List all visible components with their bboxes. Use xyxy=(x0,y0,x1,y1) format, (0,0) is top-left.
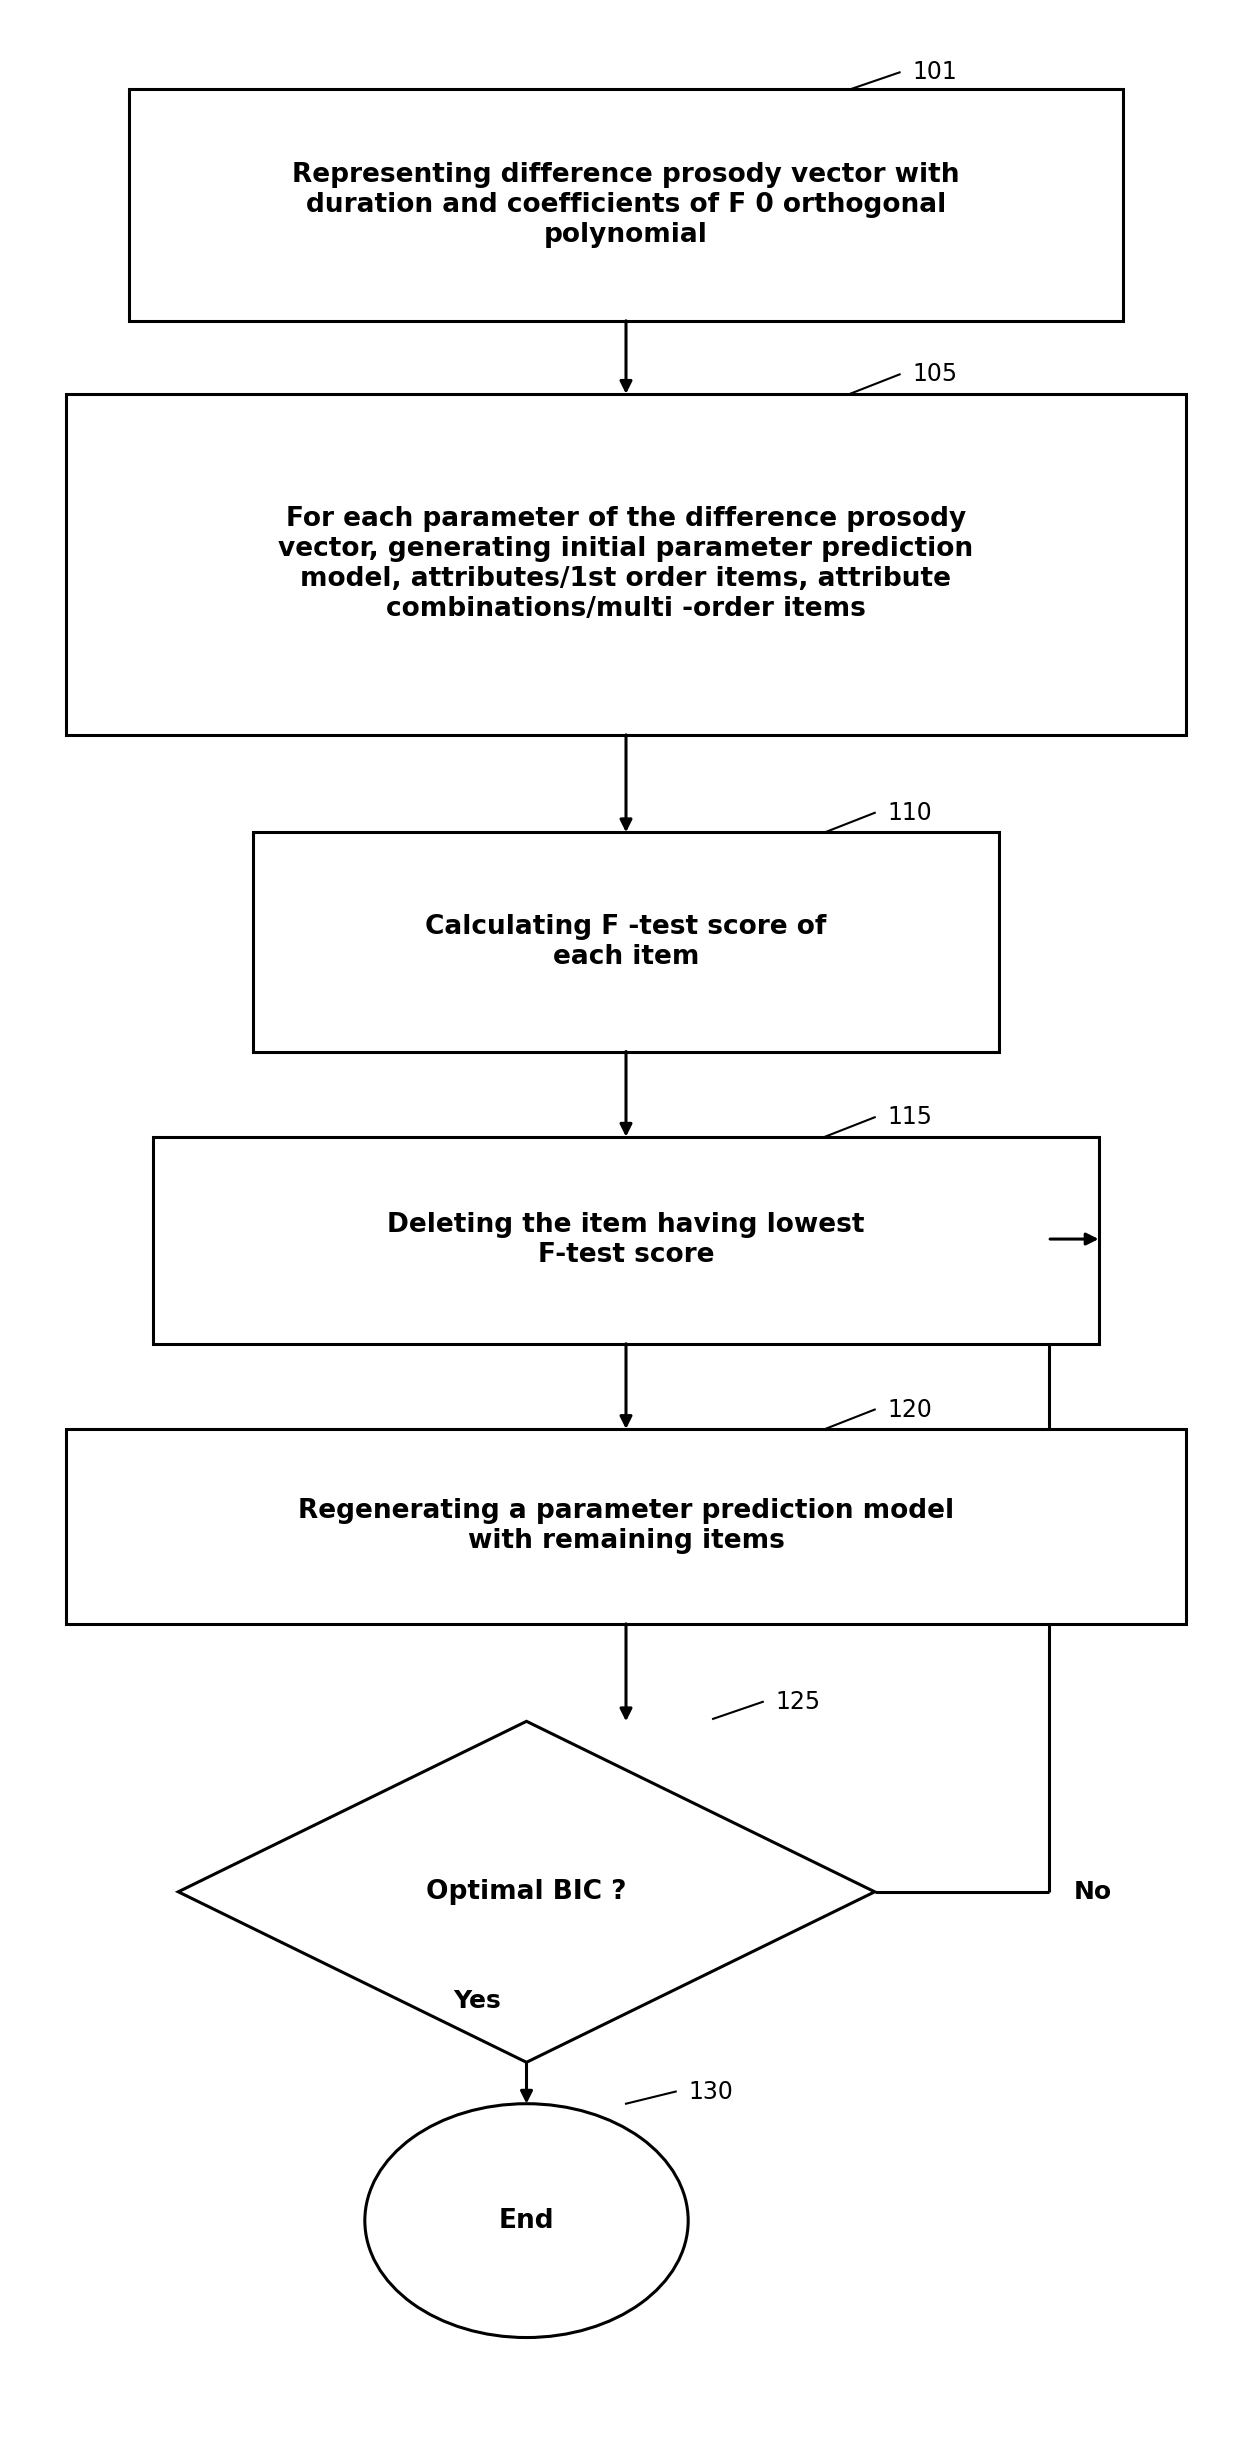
Text: Deleting the item having lowest
F-test score: Deleting the item having lowest F-test s… xyxy=(387,1212,865,1268)
FancyBboxPatch shape xyxy=(154,1136,1098,1344)
Text: End: End xyxy=(498,2207,555,2234)
FancyBboxPatch shape xyxy=(66,393,1186,736)
Polygon shape xyxy=(178,1721,875,2063)
Text: 115: 115 xyxy=(888,1105,933,1129)
FancyBboxPatch shape xyxy=(129,90,1123,320)
FancyBboxPatch shape xyxy=(253,833,999,1051)
Text: 110: 110 xyxy=(888,802,931,824)
Text: 125: 125 xyxy=(775,1689,820,1713)
Text: Yes: Yes xyxy=(453,1989,501,2014)
Ellipse shape xyxy=(364,2104,689,2336)
Text: 130: 130 xyxy=(689,2080,734,2104)
FancyBboxPatch shape xyxy=(66,1430,1186,1623)
Text: For each parameter of the difference prosody
vector, generating initial paramete: For each parameter of the difference pro… xyxy=(278,506,974,623)
Text: Calculating F -test score of
each item: Calculating F -test score of each item xyxy=(426,914,826,970)
Text: Representing difference prosody vector with
duration and coefficients of F 0 ort: Representing difference prosody vector w… xyxy=(292,161,960,249)
Text: Regenerating a parameter prediction model
with remaining items: Regenerating a parameter prediction mode… xyxy=(298,1498,954,1554)
Text: 120: 120 xyxy=(888,1398,931,1422)
Text: Optimal BIC ?: Optimal BIC ? xyxy=(426,1879,627,1904)
Text: No: No xyxy=(1074,1879,1112,1904)
Text: 101: 101 xyxy=(911,61,957,86)
Text: 105: 105 xyxy=(911,362,958,386)
